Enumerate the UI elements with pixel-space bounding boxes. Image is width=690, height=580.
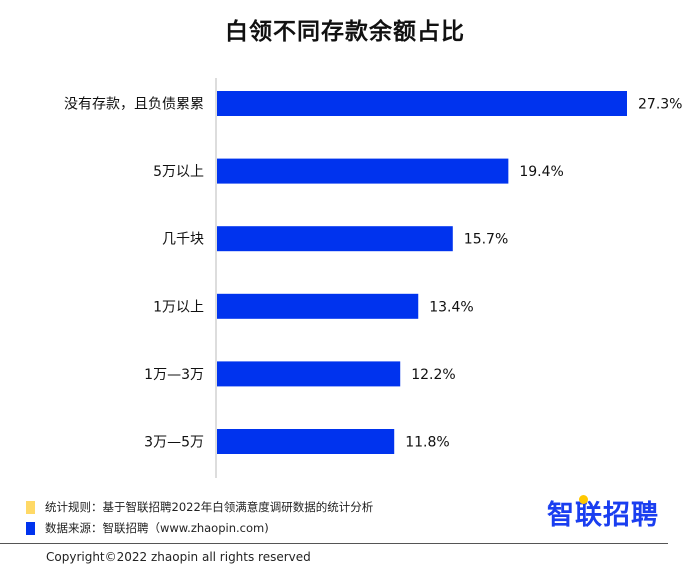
value-label-4: 12.2% bbox=[411, 367, 455, 383]
category-label-5: 3万—5万 bbox=[144, 435, 204, 451]
category-label-0: 没有存款，且负债累累 bbox=[64, 97, 204, 113]
value-label-1: 19.4% bbox=[519, 164, 563, 180]
bar-1 bbox=[217, 158, 509, 184]
logo-dot-icon bbox=[579, 495, 588, 504]
value-label-0: 27.3% bbox=[638, 97, 682, 113]
source-text: 数据来源：智联招聘（www.zhaopin.com) bbox=[45, 521, 269, 535]
rule-marker-icon bbox=[26, 500, 35, 514]
category-label-2: 几千块 bbox=[162, 232, 204, 248]
value-label-2: 15.7% bbox=[464, 232, 508, 248]
footer-divider bbox=[0, 543, 668, 544]
category-label-3: 1万以上 bbox=[153, 299, 204, 315]
bar-3 bbox=[217, 293, 419, 319]
chart-title: 白领不同存款余额占比 bbox=[225, 19, 465, 45]
bar-4 bbox=[217, 361, 401, 387]
bar-5 bbox=[217, 429, 395, 454]
zhaopin-logo: 智联招聘 bbox=[547, 493, 659, 532]
bar-chart: 没有存款，且负债累累 27.3% 5万以上 19.4% 几千块 15.7% 1万以上 13.4… bbox=[64, 78, 682, 478]
category-label-1: 5万以上 bbox=[153, 164, 204, 180]
logo-text: 智联招聘 bbox=[547, 500, 659, 531]
source-marker-icon bbox=[26, 521, 35, 535]
copyright-text: Copyright©2022 zhaopin all rights reserv… bbox=[46, 550, 311, 564]
bar-0 bbox=[217, 91, 627, 116]
bar-2 bbox=[217, 226, 453, 252]
rule-text: 统计规则：基于智联招聘2022年白领满意度调研数据的统计分析 bbox=[45, 500, 374, 514]
value-label-5: 11.8% bbox=[405, 435, 449, 451]
value-label-3: 13.4% bbox=[429, 299, 473, 315]
category-label-4: 1万—3万 bbox=[144, 367, 204, 383]
footnote-source: 数据来源：智联招聘（www.zhaopin.com) bbox=[26, 520, 269, 536]
footnote-rule: 统计规则：基于智联招聘2022年白领满意度调研数据的统计分析 bbox=[26, 499, 373, 515]
